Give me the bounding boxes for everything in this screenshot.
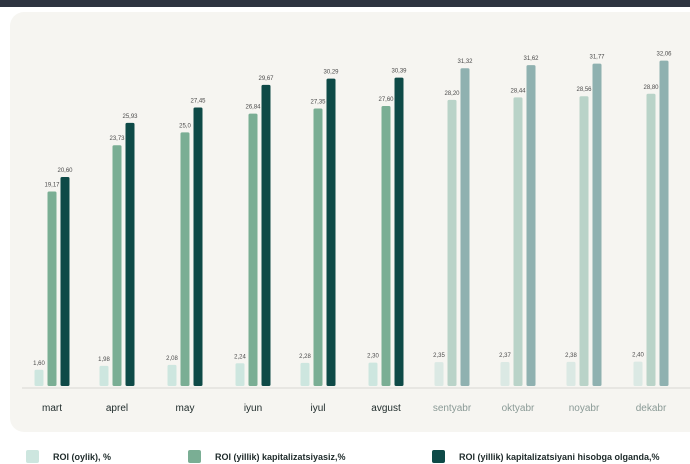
month-label-noyabr: noyabr	[569, 403, 600, 414]
bar-labels-group: 1,60 19,17 20,60 1,98 23,73 25,93 2,08 25,0 27,4…	[33, 52, 672, 367]
bar-label-yearly-with-cap-dekabr: 32,06	[656, 52, 672, 58]
bar-yearly-with-cap-oktyabr	[526, 65, 536, 387]
legend: ROI (oylik), % ROI (yillik) kapitalizats…	[0, 446, 690, 464]
bar-yearly-no-cap-sentyabr	[447, 99, 457, 387]
bar-yearly-with-cap-mart	[60, 176, 70, 386]
bar-label-monthly-iyul: 2,28	[299, 354, 311, 360]
bar-yearly-with-cap-dekabr	[659, 60, 669, 386]
bar-label-yearly-no-cap-aprel: 23,73	[109, 136, 125, 142]
legend-label-monthly: ROI (oylik), %	[53, 451, 112, 462]
bar-monthly-sentyabr	[434, 362, 444, 386]
bar-yearly-no-cap-may	[180, 132, 190, 386]
bar-yearly-no-cap-oktyabr	[513, 97, 523, 386]
bar-label-monthly-avgust: 2,30	[367, 354, 379, 360]
legend-swatch-yearly-with-cap	[432, 450, 445, 463]
bar-label-yearly-with-cap-iyul: 30,29	[323, 70, 339, 76]
bar-yearly-with-cap-avgust	[394, 77, 404, 386]
bar-label-yearly-no-cap-may: 25,0	[179, 123, 191, 129]
month-labels-group: mart aprel may iyun iyul avgust sentyabr oktyab…	[42, 403, 667, 414]
top-strip	[0, 0, 690, 7]
bar-label-yearly-with-cap-avgust: 30,39	[391, 69, 407, 75]
month-label-may: may	[176, 403, 195, 414]
bar-monthly-may	[167, 364, 177, 386]
bar-label-yearly-no-cap-iyul: 27,35	[310, 99, 326, 105]
bar-yearly-with-cap-aprel	[125, 122, 135, 386]
month-label-oktyabr: oktyabr	[502, 403, 535, 414]
bar-monthly-aprel	[99, 365, 109, 386]
legend-label-yearly-no-cap: ROI (yillik) kapitalizatsiyasiz,%	[215, 451, 346, 462]
bar-label-monthly-noyabr: 2,38	[565, 353, 577, 359]
bar-label-monthly-mart: 1,60	[33, 361, 45, 367]
bar-label-yearly-with-cap-aprel: 25,93	[122, 114, 138, 120]
chart-panel	[10, 12, 690, 432]
bar-label-yearly-no-cap-noyabr: 28,56	[576, 87, 592, 93]
bar-label-yearly-no-cap-avgust: 27,60	[378, 97, 394, 103]
bar-label-monthly-sentyabr: 2,35	[433, 353, 445, 359]
bar-label-yearly-with-cap-mart: 20,60	[57, 168, 73, 174]
bar-monthly-noyabr	[566, 361, 576, 386]
bar-monthly-iyul	[300, 362, 310, 386]
bar-label-yearly-with-cap-may: 27,45	[190, 98, 206, 104]
bar-label-yearly-with-cap-noyabr: 31,77	[589, 55, 605, 61]
month-label-avgust: avgust	[371, 403, 401, 414]
bar-yearly-no-cap-aprel	[112, 145, 122, 386]
bar-label-monthly-iyun: 2,24	[234, 354, 246, 360]
bar-yearly-with-cap-iyul	[326, 78, 336, 386]
bar-monthly-oktyabr	[500, 361, 510, 386]
bar-label-monthly-may: 2,08	[166, 356, 178, 362]
bar-yearly-with-cap-iyun	[261, 84, 271, 386]
bar-yearly-with-cap-sentyabr	[460, 68, 470, 386]
bar-monthly-avgust	[368, 362, 378, 386]
bar-label-yearly-with-cap-iyun: 29,67	[258, 76, 274, 82]
bar-yearly-no-cap-avgust	[381, 105, 391, 387]
month-label-mart: mart	[42, 403, 62, 414]
month-label-iyun: iyun	[244, 403, 262, 414]
bar-yearly-no-cap-noyabr	[579, 96, 589, 386]
bar-label-yearly-with-cap-sentyabr: 31,32	[457, 59, 473, 65]
bar-label-yearly-no-cap-sentyabr: 28,20	[444, 91, 460, 97]
legend-label-yearly-with-cap: ROI (yillik) kapitalizatsiyani hisobga o…	[459, 451, 660, 462]
legend-item-yearly-with-cap: ROI (yillik) kapitalizatsiyani hisobga o…	[432, 450, 660, 463]
bar-label-yearly-no-cap-dekabr: 28,80	[643, 85, 659, 91]
month-label-sentyabr: sentyabr	[433, 403, 472, 414]
bar-monthly-dekabr	[633, 361, 643, 386]
legend-swatch-monthly	[26, 450, 39, 463]
bar-yearly-no-cap-mart	[47, 191, 57, 386]
legend-item-monthly: ROI (oylik), %	[26, 450, 111, 463]
legend-item-yearly-no-cap: ROI (yillik) kapitalizatsiyasiz,%	[188, 450, 346, 463]
bar-yearly-no-cap-iyul	[313, 108, 323, 387]
bar-monthly-mart	[34, 369, 44, 386]
bar-label-monthly-dekabr: 2,40	[632, 353, 644, 359]
bars-group	[34, 60, 669, 387]
roi-bar-chart: 1,60 19,17 20,60 1,98 23,73 25,93 2,08 25,0 27,4…	[22, 52, 690, 414]
month-label-aprel: aprel	[106, 403, 128, 414]
bar-yearly-no-cap-iyun	[248, 113, 258, 386]
bar-label-yearly-no-cap-mart: 19,17	[44, 182, 60, 188]
bar-yearly-no-cap-dekabr	[646, 93, 656, 386]
bar-label-monthly-aprel: 1,98	[98, 357, 110, 363]
month-label-dekabr: dekabr	[636, 403, 667, 414]
legend-swatch-yearly-no-cap	[188, 450, 201, 463]
bar-label-yearly-no-cap-oktyabr: 28,44	[510, 88, 526, 94]
bar-label-yearly-with-cap-oktyabr: 31,62	[523, 56, 539, 62]
bar-label-monthly-oktyabr: 2,37	[499, 353, 511, 359]
bar-yearly-with-cap-may	[193, 107, 203, 387]
bar-monthly-iyun	[235, 363, 245, 386]
bar-yearly-with-cap-noyabr	[592, 63, 602, 387]
bar-label-yearly-no-cap-iyun: 26,84	[245, 105, 261, 111]
month-label-iyul: iyul	[310, 403, 325, 414]
